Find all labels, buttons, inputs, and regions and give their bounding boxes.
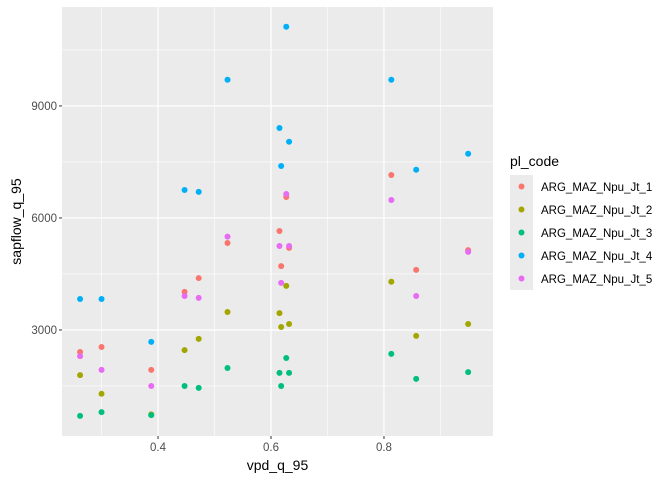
y-tick-label: 3000 (31, 325, 57, 337)
legend: pl_code ARG_MAZ_Npu_Jt_1 ARG_MAZ_Npu_Jt_2… (510, 153, 653, 290)
data-point (77, 412, 84, 419)
data-point (98, 343, 105, 350)
y-tick-label: 9000 (31, 101, 57, 113)
data-point (181, 292, 188, 299)
data-point (276, 369, 283, 376)
data-point (77, 372, 84, 379)
data-point (388, 76, 395, 83)
data-point (77, 353, 84, 360)
data-point (283, 354, 290, 361)
data-point (181, 382, 188, 389)
data-point (388, 278, 395, 285)
legend-label: ARG_MAZ_Npu_Jt_3 (541, 228, 652, 240)
data-point (77, 295, 84, 302)
data-point (77, 348, 84, 355)
legend-label: ARG_MAZ_Npu_Jt_4 (541, 251, 653, 263)
data-point (278, 279, 285, 286)
legend-key-point (518, 252, 525, 259)
data-point (98, 295, 105, 302)
data-point (224, 365, 231, 372)
data-point (413, 266, 420, 273)
data-point (278, 163, 285, 170)
data-point (413, 292, 420, 299)
data-point (413, 332, 420, 339)
data-point (276, 228, 283, 235)
data-point (388, 350, 395, 357)
plot-panel (62, 7, 493, 436)
data-point (276, 242, 283, 249)
data-point (413, 166, 420, 173)
data-point (148, 338, 155, 345)
data-point (148, 366, 155, 373)
minor-gridlines (62, 7, 493, 436)
data-point (465, 369, 472, 376)
data-point (148, 382, 155, 389)
data-point (388, 197, 395, 204)
legend-key-point (518, 183, 525, 190)
data-point (224, 309, 231, 316)
data-point (195, 275, 202, 282)
data-point (278, 382, 285, 389)
data-point (286, 138, 293, 145)
data-point (224, 239, 231, 246)
data-point (195, 294, 202, 301)
data-point (465, 150, 472, 157)
y-axis-ticks: 3000 6000 9000 (31, 101, 62, 337)
data-point (98, 390, 105, 397)
x-axis-label: vpd_q_95 (247, 457, 309, 473)
data-point (278, 323, 285, 330)
data-point (278, 263, 285, 270)
data-point (195, 188, 202, 195)
data-point (283, 191, 290, 198)
data-point (465, 248, 472, 255)
data-point (224, 76, 231, 83)
x-tick-label: 0.8 (376, 442, 392, 454)
data-point (283, 23, 290, 30)
legend-label: ARG_MAZ_Npu_Jt_1 (541, 182, 652, 194)
data-point (148, 412, 155, 419)
data-point (195, 335, 202, 342)
data-point (181, 347, 188, 354)
legend-key-point (518, 229, 525, 236)
y-axis-label: sapflow_q_95 (8, 178, 24, 265)
data-point (286, 320, 293, 327)
data-point (98, 366, 105, 373)
data-point (181, 288, 188, 295)
data-point (388, 172, 395, 179)
data-point (181, 186, 188, 193)
data-point (286, 369, 293, 376)
major-gridlines (62, 7, 493, 436)
legend-label: ARG_MAZ_Npu_Jt_5 (541, 274, 652, 286)
data-point (98, 409, 105, 416)
x-tick-label: 0.6 (263, 442, 279, 454)
data-point (413, 375, 420, 382)
x-tick-label: 0.4 (150, 442, 167, 454)
data-point (195, 384, 202, 391)
data-point (286, 242, 293, 249)
data-points (77, 23, 472, 419)
x-axis-ticks: 0.4 0.6 0.8 (150, 436, 392, 454)
y-tick-label: 6000 (31, 213, 57, 225)
data-point (224, 233, 231, 240)
legend-title: pl_code (510, 153, 559, 169)
data-point (465, 320, 472, 327)
legend-key-point (518, 206, 525, 213)
data-point (276, 124, 283, 131)
data-point (276, 310, 283, 317)
data-point (283, 282, 290, 289)
legend-label: ARG_MAZ_Npu_Jt_2 (541, 205, 652, 217)
legend-key-point (518, 275, 525, 282)
